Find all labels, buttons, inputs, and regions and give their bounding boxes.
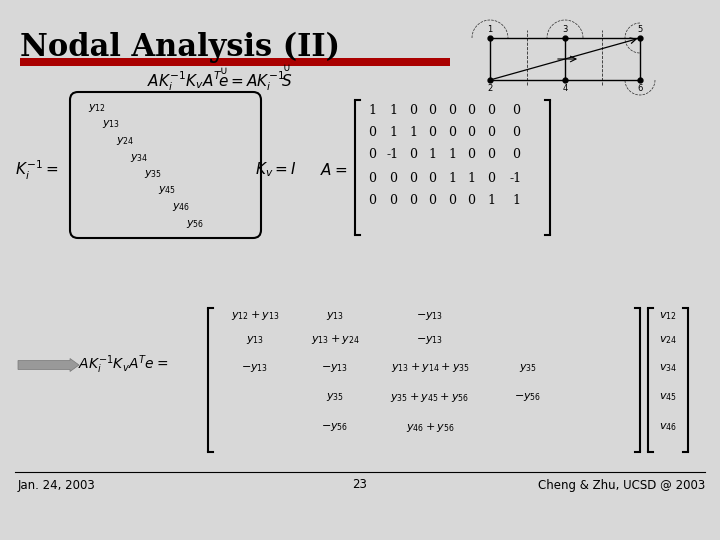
Text: $y_{56}$: $y_{56}$ bbox=[186, 218, 204, 230]
Text: $v_{12}$: $v_{12}$ bbox=[660, 310, 677, 322]
Text: $-y_{13}$: $-y_{13}$ bbox=[241, 362, 269, 374]
Text: $-y_{13}$: $-y_{13}$ bbox=[321, 362, 348, 374]
Text: 1: 1 bbox=[389, 125, 397, 138]
Text: $AK_i^{-1}K_v A^T e =$: $AK_i^{-1}K_v A^T e =$ bbox=[78, 354, 168, 376]
Text: 0: 0 bbox=[487, 104, 495, 117]
Text: 0: 0 bbox=[487, 125, 495, 138]
Text: 1: 1 bbox=[487, 25, 492, 34]
Text: $y_{13}$: $y_{13}$ bbox=[246, 334, 264, 346]
Text: $v_{45}$: $v_{45}$ bbox=[659, 391, 677, 403]
Text: $y_{35}$: $y_{35}$ bbox=[519, 362, 537, 374]
Text: $y_{35}+y_{45}+y_{56}$: $y_{35}+y_{45}+y_{56}$ bbox=[390, 390, 469, 403]
Text: 23: 23 bbox=[353, 478, 367, 491]
Text: 0: 0 bbox=[512, 125, 520, 138]
Text: 0: 0 bbox=[389, 194, 397, 207]
Text: 1: 1 bbox=[448, 172, 456, 185]
Text: 0: 0 bbox=[428, 125, 436, 138]
Text: $-y_{56}$: $-y_{56}$ bbox=[321, 421, 348, 433]
Text: 0: 0 bbox=[428, 194, 436, 207]
Text: 3: 3 bbox=[562, 25, 567, 34]
Text: 0: 0 bbox=[409, 194, 417, 207]
Text: $K_i^{-1} =$: $K_i^{-1} =$ bbox=[15, 158, 58, 181]
Text: 5: 5 bbox=[637, 25, 643, 34]
Text: Cheng & Zhu, UCSD @ 2003: Cheng & Zhu, UCSD @ 2003 bbox=[538, 478, 705, 491]
Text: $y_{35}$: $y_{35}$ bbox=[144, 168, 162, 180]
Text: 1: 1 bbox=[448, 148, 456, 161]
Text: $y_{46}$: $y_{46}$ bbox=[172, 201, 190, 213]
Text: 0: 0 bbox=[368, 148, 376, 161]
Text: $y_{13}+y_{24}$: $y_{13}+y_{24}$ bbox=[310, 334, 359, 347]
Text: $-y_{13}$: $-y_{13}$ bbox=[416, 310, 444, 322]
Text: 0: 0 bbox=[389, 172, 397, 185]
Text: 0: 0 bbox=[448, 125, 456, 138]
Text: 0: 0 bbox=[368, 172, 376, 185]
Text: $y_{34}$: $y_{34}$ bbox=[130, 152, 148, 164]
Text: 0: 0 bbox=[487, 172, 495, 185]
Text: 1: 1 bbox=[467, 172, 475, 185]
Text: 1: 1 bbox=[368, 104, 376, 117]
Text: $y_{12}+y_{13}$: $y_{12}+y_{13}$ bbox=[230, 309, 279, 322]
Text: $y_{12}$: $y_{12}$ bbox=[88, 102, 106, 114]
Text: 0: 0 bbox=[512, 104, 520, 117]
Text: $-y_{56}$: $-y_{56}$ bbox=[514, 391, 541, 403]
Text: 0: 0 bbox=[448, 194, 456, 207]
Text: $AK_i^{-1}K_v A^T \!\overset{\cup}{e} = AK_i^{-1}\!\overset{\cup}{S}$: $AK_i^{-1}K_v A^T \!\overset{\cup}{e} = … bbox=[147, 63, 293, 93]
Text: $y_{13}$: $y_{13}$ bbox=[326, 310, 344, 322]
Text: -1: -1 bbox=[510, 172, 522, 185]
Text: 2: 2 bbox=[487, 84, 492, 93]
Text: $v_{24}$: $v_{24}$ bbox=[659, 334, 677, 346]
Text: $y_{46}+y_{56}$: $y_{46}+y_{56}$ bbox=[405, 421, 454, 434]
Text: 0: 0 bbox=[428, 104, 436, 117]
Text: Nodal Analysis (II): Nodal Analysis (II) bbox=[20, 32, 340, 63]
Text: $y_{13}$: $y_{13}$ bbox=[102, 118, 120, 131]
Text: -1: -1 bbox=[387, 148, 399, 161]
Text: 1: 1 bbox=[409, 125, 417, 138]
Text: 1: 1 bbox=[389, 104, 397, 117]
Text: 0: 0 bbox=[368, 194, 376, 207]
Text: Jan. 24, 2003: Jan. 24, 2003 bbox=[18, 478, 96, 491]
Text: 0: 0 bbox=[467, 194, 475, 207]
Text: 1: 1 bbox=[428, 148, 436, 161]
Text: 0: 0 bbox=[467, 125, 475, 138]
Text: 0: 0 bbox=[409, 148, 417, 161]
Text: 6: 6 bbox=[637, 84, 643, 93]
Text: 0: 0 bbox=[487, 148, 495, 161]
Text: 0: 0 bbox=[409, 104, 417, 117]
Text: 0: 0 bbox=[368, 125, 376, 138]
Text: 0: 0 bbox=[512, 148, 520, 161]
Text: 0: 0 bbox=[409, 172, 417, 185]
Text: $y_{45}$: $y_{45}$ bbox=[158, 185, 176, 197]
Text: $y_{24}$: $y_{24}$ bbox=[116, 135, 135, 147]
FancyArrow shape bbox=[18, 359, 79, 372]
Text: 0: 0 bbox=[467, 104, 475, 117]
Text: $y_{35}$: $y_{35}$ bbox=[326, 391, 344, 403]
Text: $v_{34}$: $v_{34}$ bbox=[659, 362, 677, 374]
Text: $-y_{13}$: $-y_{13}$ bbox=[416, 334, 444, 346]
Text: 4: 4 bbox=[562, 84, 567, 93]
Text: 0: 0 bbox=[428, 172, 436, 185]
Text: $K_v = I$: $K_v = I$ bbox=[255, 160, 297, 179]
FancyBboxPatch shape bbox=[20, 58, 450, 66]
Text: $y_{13}+y_{14}+y_{35}$: $y_{13}+y_{14}+y_{35}$ bbox=[390, 361, 469, 375]
Text: $v_{46}$: $v_{46}$ bbox=[659, 421, 677, 433]
Text: 1: 1 bbox=[512, 194, 520, 207]
Text: 0: 0 bbox=[467, 148, 475, 161]
Text: 0: 0 bbox=[448, 104, 456, 117]
Text: 1: 1 bbox=[487, 194, 495, 207]
Text: $A =$: $A =$ bbox=[320, 162, 347, 178]
